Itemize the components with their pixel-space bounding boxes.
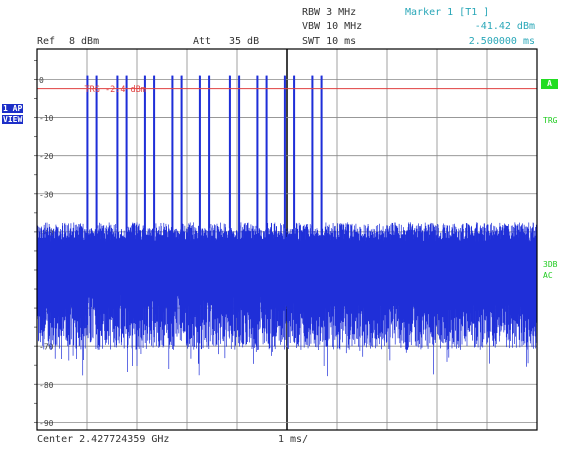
3db-annotation: 3DB — [543, 260, 558, 269]
trace-a-badge: A — [541, 79, 558, 89]
trigger-overlay: TRG -2.4 dBm — [37, 85, 537, 95]
y-tick-label: -90 — [39, 419, 54, 428]
y-tick-label: -10 — [39, 114, 54, 123]
plot-frame — [36, 48, 538, 431]
att-label: Att — [193, 36, 212, 47]
trg-annotation: TRG — [543, 116, 558, 125]
trace — [36, 75, 538, 377]
rbw-readout: RBW 3 MHz — [302, 7, 357, 18]
trace-mode-badge: 1 AP — [2, 104, 24, 113]
swt-readout: SWT 10 ms — [302, 36, 357, 47]
y-tick-label: -80 — [39, 381, 54, 390]
vbw-readout: VBW 10 MHz — [302, 21, 363, 32]
marker-title: Marker 1 [T1 ] — [405, 7, 490, 18]
ref-value: 8 dBm — [69, 36, 100, 47]
ref-label: Ref — [37, 36, 56, 47]
y-tick-label: -60 — [39, 305, 54, 314]
marker-level: -41.42 dBm — [474, 21, 535, 32]
y-tick-label: -30 — [39, 190, 54, 199]
att-value: 35 dB — [229, 36, 260, 47]
view-badge: VIEW — [2, 115, 24, 124]
ac-annotation: AC — [543, 271, 553, 280]
y-tick-label: -70 — [39, 343, 54, 352]
trigger-level-label: TRG -2.4 dBm — [85, 85, 146, 95]
y-tick-label: -20 — [39, 152, 54, 161]
center-frequency: Center 2.427724359 GHz — [37, 434, 170, 445]
time-per-division: 1 ms/ — [278, 434, 309, 445]
y-tick-label: 0 — [39, 76, 44, 85]
marker-time: 2.500000 ms — [468, 36, 535, 47]
